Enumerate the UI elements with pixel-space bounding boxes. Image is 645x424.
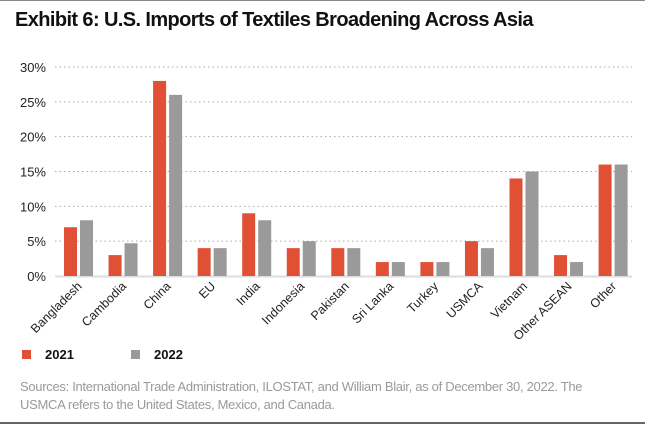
- legend-item-2021: 2021: [22, 347, 74, 362]
- bar-2021-turkey: [420, 262, 434, 276]
- bar-2021-vietnam: [509, 178, 523, 276]
- y-tick-label: 30%: [20, 60, 46, 75]
- x-tick-label: USMCA: [444, 279, 486, 321]
- chart-title: Exhibit 6: U.S. Imports of Textiles Broa…: [15, 9, 534, 31]
- bar-2021-usmca: [464, 241, 478, 276]
- bar-2021-pakistan: [331, 248, 345, 276]
- bar-2022-vietnam: [525, 171, 539, 276]
- bar-2021-bangladesh: [64, 227, 77, 276]
- bar-2021-sri-lanka: [375, 262, 389, 276]
- legend-item-2022: 2022: [131, 347, 183, 362]
- x-tick-label: Bangladesh: [28, 279, 85, 336]
- bar-2022-indonesia: [302, 241, 316, 276]
- bar-2022-bangladesh: [80, 220, 93, 276]
- bar-2022-other: [614, 164, 628, 276]
- x-tick-label: Turkey: [404, 279, 441, 316]
- bar-2022-india: [258, 220, 272, 276]
- bar-2021-eu: [197, 248, 211, 276]
- bar-2022-usmca: [480, 248, 494, 276]
- y-tick-label: 20%: [20, 130, 46, 145]
- y-tick-label: 25%: [20, 95, 46, 110]
- x-tick-label: Pakistan: [308, 279, 352, 323]
- bar-2021-other: [598, 164, 612, 276]
- y-tick-label: 5%: [27, 234, 46, 249]
- y-tick-label: 0%: [27, 269, 46, 284]
- x-tick-label: Vietnam: [488, 279, 530, 321]
- bar-2021-india: [242, 213, 256, 276]
- x-tick-label: Indonesia: [259, 279, 307, 327]
- x-tick-label: China: [141, 279, 174, 312]
- legend-label: 2022: [154, 347, 183, 362]
- bar-2021-china: [153, 80, 167, 276]
- y-tick-label: 10%: [20, 199, 46, 214]
- x-tick-label: Other: [587, 279, 619, 311]
- bar-2022-eu: [213, 248, 227, 276]
- legend-swatch-2022: [131, 350, 140, 359]
- bar-2022-other-asean: [570, 262, 584, 276]
- x-tick-label: EU: [196, 279, 218, 301]
- bar-2022-sri-lanka: [391, 262, 405, 276]
- legend-swatch-2021: [22, 350, 31, 359]
- bar-2022-cambodia: [124, 243, 138, 276]
- x-tick-label: Sri Lanka: [349, 279, 396, 326]
- y-tick-label: 15%: [20, 165, 46, 180]
- bar-2021-cambodia: [108, 255, 122, 276]
- bar-2021-other-asean: [554, 255, 568, 276]
- source-note: Sources: International Trade Administrat…: [20, 379, 583, 412]
- legend-label: 2021: [45, 347, 74, 362]
- bar-2022-turkey: [436, 262, 450, 276]
- x-tick-label: India: [234, 279, 263, 308]
- x-tick-label: Cambodia: [79, 279, 129, 329]
- bar-2021-indonesia: [286, 248, 300, 276]
- bar-2022-china: [169, 94, 183, 276]
- bar-2022-pakistan: [347, 248, 361, 276]
